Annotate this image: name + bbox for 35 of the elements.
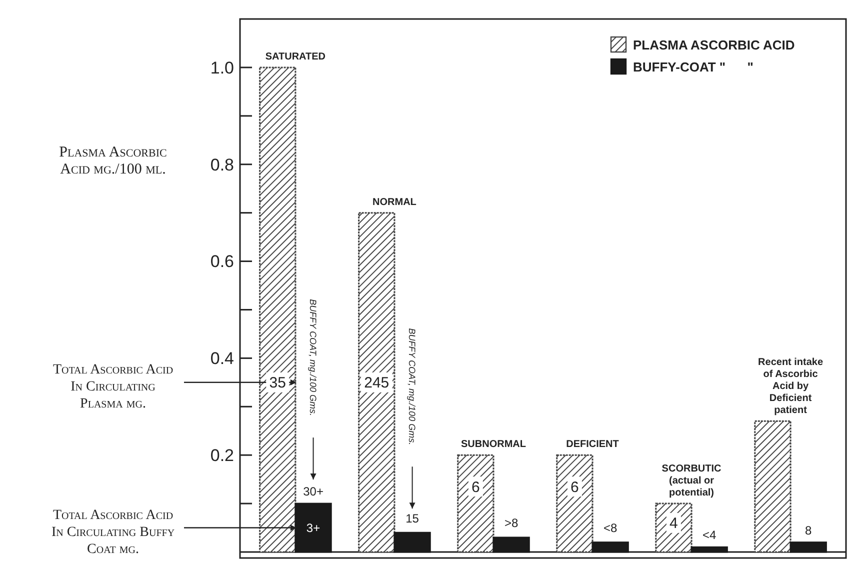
annotation: 6 bbox=[471, 478, 480, 496]
annotation: BUFFY COAT, mg./100 Gms. bbox=[407, 328, 418, 446]
y-tick-label: 0.4 bbox=[210, 349, 234, 368]
bar bbox=[457, 454, 494, 553]
legend-label: PLASMA ASCORBIC ACID bbox=[633, 38, 795, 53]
x-tick-label: Recent intake of Ascorbic Acid by Deficient patient bbox=[758, 357, 824, 416]
annotation: 8 bbox=[805, 523, 812, 538]
annotation: Total Ascorbic Acid In Circulating Buffy Coat mg. bbox=[51, 508, 175, 557]
annotation: 15 bbox=[406, 511, 420, 526]
y-tick-label: 0.8 bbox=[210, 155, 234, 174]
annotation: 30+ bbox=[303, 484, 324, 499]
y-axis-title: Plasma Ascorbic Acid mg./100 ml. bbox=[59, 144, 167, 178]
x-tick-label: SATURATED bbox=[265, 51, 326, 62]
x-tick-label: NORMAL bbox=[372, 196, 416, 208]
annotation: >8 bbox=[504, 516, 518, 530]
bar bbox=[556, 454, 594, 553]
annotation: 6 bbox=[570, 478, 579, 496]
bar bbox=[259, 66, 296, 553]
annotation: Total Ascorbic Acid In Circulating Plasma mg. bbox=[52, 362, 174, 412]
annotation: 35 bbox=[269, 374, 286, 392]
annotation: 3+ bbox=[306, 520, 320, 535]
y-tick-label: 0.2 bbox=[210, 446, 234, 466]
bar bbox=[358, 212, 396, 553]
annotation: BUFFY COAT, mg./100 Gms. bbox=[308, 299, 318, 416]
x-tick-label: SUBNORMAL bbox=[460, 439, 526, 450]
y-tick-label: 0.6 bbox=[210, 252, 234, 272]
annotation: 245 bbox=[364, 374, 390, 392]
bar bbox=[754, 420, 792, 553]
y-tick-label: 1.0 bbox=[210, 58, 234, 78]
annotation: 4 bbox=[670, 515, 678, 532]
x-tick-label: DEFICIENT bbox=[566, 439, 619, 450]
legend-label: BUFFY-COAT " " bbox=[633, 60, 754, 75]
annotation: <4 bbox=[702, 528, 717, 542]
annotation: <8 bbox=[603, 520, 618, 535]
x-tick-label: SCORBUTIC (actual or potential) bbox=[662, 464, 722, 499]
